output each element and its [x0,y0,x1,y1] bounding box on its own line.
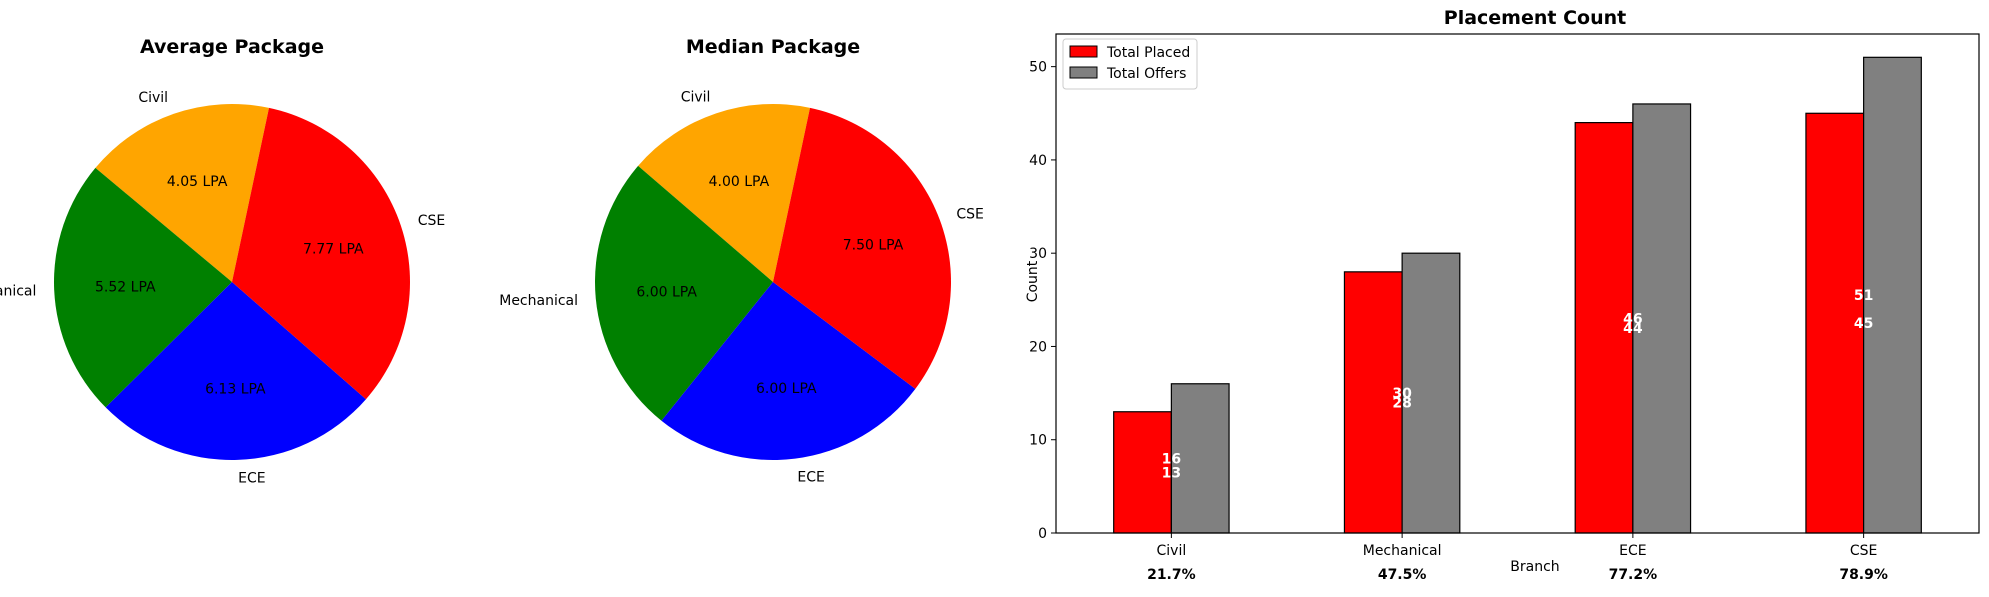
median-package-value-civil: 4.00 LPA [709,174,770,190]
average-package-label-ece: ECE [238,471,265,487]
median-package-value-ece: 6.00 LPA [756,381,817,397]
legend-label-total-offers: Total Offers [1106,66,1186,82]
average-package-slice-cse [232,107,411,400]
median-package-label-civil: Civil [681,89,711,105]
legend-swatch-total-offers [1069,66,1098,79]
x-tick-label-ece: ECE [1619,543,1646,559]
placement-rate-cse: 78.9% [1839,567,1888,583]
median-package-value-cse: 7.50 LPA [843,238,904,254]
legend: Total Placed Total Offers [1062,38,1198,90]
average-package-slice-ece [105,282,366,461]
y-tick-label-10: 10 [1029,433,1047,449]
bar-label-total-placed-mechanical: 28 [1392,395,1411,411]
bar-total-offers-civil [1170,383,1230,534]
bar-label-total-offers-cse: 51 [1854,288,1873,304]
plot-area-frame [1055,33,1980,534]
median-package-label-mechanical: Mechanical [499,293,578,309]
bar-label-total-offers-mechanical: 30 [1392,386,1412,402]
legend-label-total-placed: Total Placed [1106,45,1190,61]
x-axis-label: Branch [1510,559,1559,575]
median-package-slice-civil [638,103,811,282]
median-package-value-mechanical: 6.00 LPA [636,285,697,301]
bar-label-total-placed-civil: 13 [1162,465,1181,481]
y-tick-label-20: 20 [1029,339,1047,355]
bar-total-placed-mechanical [1343,271,1403,534]
bar-total-placed-ece [1574,122,1634,534]
average-package-value-cse: 7.77 LPA [303,241,364,257]
placement-count-bar-chart: Placement Count 1316Civil21.7%2830Mechan… [1025,7,1980,583]
bar-label-total-offers-ece: 46 [1623,311,1642,327]
placement-rate-civil: 21.7% [1147,567,1196,583]
y-tick-label-50: 50 [1029,60,1047,76]
bar-total-offers-mechanical [1401,252,1461,534]
placement-count-title: Placement Count [1444,7,1626,29]
x-tick-label-mechanical: Mechanical [1363,543,1442,559]
average-package-value-civil: 4.05 LPA [167,174,228,190]
average-package-value-mechanical: 5.52 LPA [95,280,156,296]
average-package-label-civil: Civil [138,90,168,106]
median-package-title: Median Package [686,36,860,58]
bar-label-total-placed-ece: 44 [1623,321,1643,337]
average-package-label-cse: CSE [418,213,446,229]
median-package-slice-cse [773,107,951,389]
median-package-slice-ece [661,282,916,461]
median-package-label-cse: CSE [956,206,984,222]
average-package-pie-chart: Average Package Civil 4.05 LPA Mechanical 5… [0,36,445,487]
median-package-label-ece: ECE [797,469,824,485]
average-package-label-mechanical: Mechanical [0,283,36,299]
y-tick-label-30: 30 [1029,246,1047,262]
bar-total-offers-cse [1863,56,1922,534]
average-package-title: Average Package [140,36,324,58]
y-tick-label-40: 40 [1029,153,1047,169]
average-package-slice-civil [95,104,270,282]
median-package-pie-chart: Median Package Civil 4.00 LPA Mechanical 6.… [499,36,984,485]
average-package-slice-mechanical [54,167,232,408]
bar-total-placed-cse [1805,112,1865,534]
x-tick-label-cse: CSE [1850,543,1878,559]
x-tick-label-civil: Civil [1157,543,1187,559]
y-axis-label: Count [1025,260,1041,302]
placement-rate-ece: 77.2% [1609,567,1658,583]
legend-swatch-total-placed [1069,45,1098,58]
median-package-slice-mechanical [594,165,773,421]
placement-rate-mechanical: 47.5% [1378,567,1427,583]
y-tick-label-0: 0 [1038,526,1047,542]
bar-label-total-offers-civil: 16 [1162,451,1181,467]
bar-label-total-placed-cse: 45 [1854,316,1873,332]
average-package-value-ece: 6.13 LPA [205,382,266,398]
